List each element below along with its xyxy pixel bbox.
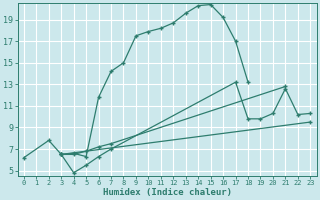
X-axis label: Humidex (Indice chaleur): Humidex (Indice chaleur): [103, 188, 232, 197]
